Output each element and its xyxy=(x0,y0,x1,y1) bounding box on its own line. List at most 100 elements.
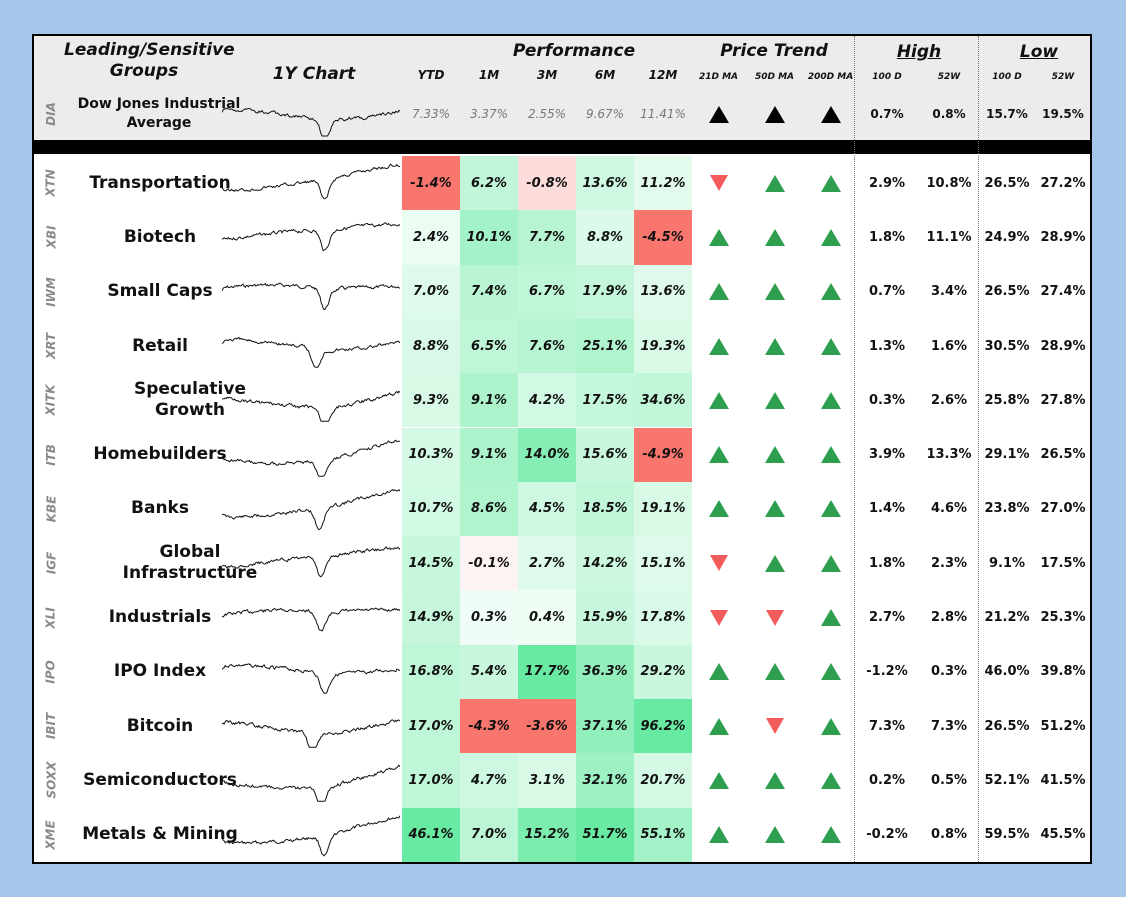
low-cell-1: 27.2% xyxy=(1040,175,1086,191)
low-cell-1: 28.9% xyxy=(1040,338,1086,354)
trend-1-up-icon xyxy=(764,771,785,789)
trend-1-up-icon xyxy=(764,391,785,409)
low-cell-1: 41.5% xyxy=(1040,772,1086,788)
high-cell-1: 0.3% xyxy=(930,664,968,680)
perf-cell-3m: 7.6% xyxy=(518,318,576,374)
benchmark-low-0: 15.7% xyxy=(986,107,1028,121)
high-cell-0: 7.3% xyxy=(868,718,906,734)
row-ticker: KBE xyxy=(44,495,58,523)
row-sparkline xyxy=(222,488,400,531)
trend-0 xyxy=(690,482,747,536)
trend-2 xyxy=(802,373,859,427)
high-cell-1: 13.3% xyxy=(926,447,972,463)
perf-cell-6m: 17.5% xyxy=(576,373,634,428)
perf-cell-ytd: 17.0% xyxy=(402,753,460,808)
trend-0-up-icon xyxy=(708,826,729,844)
row-ticker: IBIT xyxy=(43,713,58,740)
perf-cell-3m: 2.7% xyxy=(518,536,576,591)
benchmark-trend-0-up-icon xyxy=(708,105,729,123)
trend-2 xyxy=(802,156,859,210)
perf-cell-1m: -4.3% xyxy=(460,699,518,754)
trend-2-up-icon xyxy=(820,500,841,518)
groups-title: Leading/Sensitive Groups xyxy=(64,40,235,81)
row-sparkline xyxy=(222,336,400,368)
trend-0-down-icon xyxy=(709,175,728,192)
benchmark-perf-2: 2.55% xyxy=(527,107,567,121)
perf-cell-6m: 51.7% xyxy=(576,807,634,862)
high-cell-1: 2.8% xyxy=(930,610,968,626)
sparkline-path xyxy=(222,282,400,310)
benchmark-high-1: 0.8% xyxy=(932,107,966,121)
high-cell-1: 0.5% xyxy=(930,772,968,788)
perf-cell-12m: 17.8% xyxy=(634,590,692,645)
perf-cell-1m: 8.6% xyxy=(460,481,518,537)
trend-2 xyxy=(802,590,859,644)
perf-cell-6m: 15.6% xyxy=(576,427,634,482)
high-cell-0: 0.2% xyxy=(868,772,906,788)
benchmark-perf-1: 3.37% xyxy=(469,107,509,121)
trend-1 xyxy=(746,699,803,753)
perf-cell-6m: 36.3% xyxy=(576,644,634,699)
low-cell-1: 25.3% xyxy=(1040,610,1086,626)
table-row: KBE Banks 10.7% 8.6% 4.5% 18.5% 19.1% 1.4% 4.6% 2… xyxy=(34,481,1090,537)
trend-1 xyxy=(746,319,803,373)
trend-0 xyxy=(690,699,747,753)
trend-2-up-icon xyxy=(820,717,841,735)
benchmark-perf-3: 9.67% xyxy=(585,107,625,121)
benchmark-name: Dow Jones Industrial Average xyxy=(77,96,241,131)
trend-0 xyxy=(690,536,747,590)
high-cell-0: -1.2% xyxy=(866,664,908,680)
row-group-name: IPO Index xyxy=(113,661,207,682)
high-cell-1: 3.4% xyxy=(930,284,968,300)
low-cell-1: 17.5% xyxy=(1040,555,1086,571)
trend-2 xyxy=(802,699,859,753)
row-group-name: Retail xyxy=(132,335,188,356)
header-col-12m: 12M xyxy=(648,68,678,82)
trend-1-up-icon xyxy=(764,826,785,844)
trend-1-up-icon xyxy=(764,663,785,681)
trend-0 xyxy=(690,265,747,319)
benchmark-high-0: 0.7% xyxy=(870,107,904,121)
trend-0 xyxy=(690,753,747,807)
trend-0 xyxy=(690,808,747,862)
high-cell-1: 2.6% xyxy=(930,392,968,408)
trend-2 xyxy=(802,319,859,373)
price-trend-title: Price Trend xyxy=(720,41,828,61)
trend-0 xyxy=(690,428,747,482)
row-ticker: SOXX xyxy=(44,761,59,799)
perf-cell-3m: -0.8% xyxy=(518,156,576,211)
benchmark-perf-0: 7.33% xyxy=(411,107,451,121)
perf-cell-1m: 5.4% xyxy=(460,644,518,699)
row-group-name: Semiconductors xyxy=(83,769,237,790)
benchmark-trend-1-up-icon xyxy=(764,105,785,123)
trend-0 xyxy=(690,210,747,264)
perf-cell-12m: 34.6% xyxy=(634,373,692,428)
separator-bar xyxy=(34,140,1090,154)
low-cell-0: 46.0% xyxy=(984,664,1030,680)
trend-2-up-icon xyxy=(820,174,841,192)
row-group-name: Speculative Growth xyxy=(134,379,246,421)
low-cell-0: 52.1% xyxy=(984,772,1030,788)
table-row: IWM Small Caps 7.0% 7.4% 6.7% 17.9% 13.6% 0.7% 3… xyxy=(34,264,1090,319)
perf-cell-6m: 8.8% xyxy=(576,210,634,265)
trend-2 xyxy=(802,482,859,536)
low-cell-0: 21.2% xyxy=(984,610,1030,626)
row-group-name: Banks xyxy=(131,498,189,519)
high-cell-0: 0.3% xyxy=(868,392,906,408)
row-ticker: XRT xyxy=(43,332,58,360)
header-col-trend-1: 50D MA xyxy=(754,72,795,82)
perf-cell-1m: 0.3% xyxy=(460,590,518,645)
high-cell-0: 3.9% xyxy=(868,447,906,463)
row-sparkline xyxy=(222,719,400,748)
high-cell-1: 7.3% xyxy=(930,718,968,734)
perf-cell-ytd: 17.0% xyxy=(402,699,460,754)
table-row: XME Metals & Mining 46.1% 7.0% 15.2% 51.7% 55.… xyxy=(34,807,1090,862)
low-cell-1: 26.5% xyxy=(1040,447,1086,463)
perf-cell-3m: 15.2% xyxy=(518,807,576,862)
high-cell-1: 4.6% xyxy=(930,501,968,517)
perf-cell-3m: 4.2% xyxy=(518,373,576,428)
perf-cell-1m: 6.2% xyxy=(460,156,518,211)
trend-2 xyxy=(802,753,859,807)
trend-0-up-icon xyxy=(708,228,729,246)
row-group-name: Bitcoin xyxy=(126,715,194,736)
